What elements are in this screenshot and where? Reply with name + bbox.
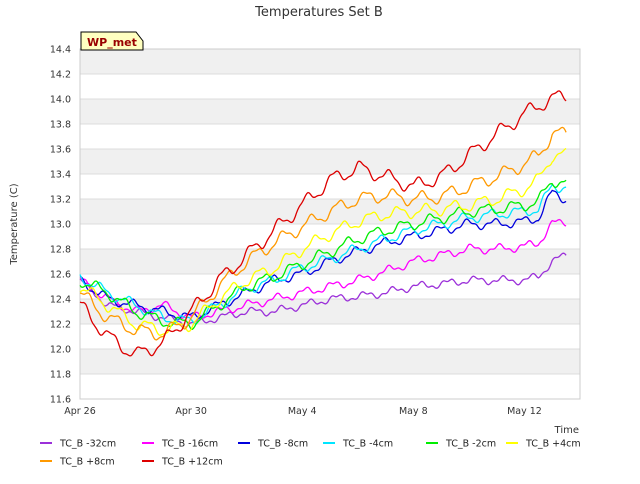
grid-bands [79, 48, 581, 400]
x-axis: Apr 26 Apr 30 May 4 May 8 May 12 [64, 406, 542, 417]
series-line [79, 179, 567, 330]
x-tick-label: May 4 [288, 406, 317, 417]
chart-title: Temperatures Set B [254, 5, 383, 20]
y-tick-label: 12.2 [50, 320, 71, 331]
legend-label: TC_B +12cm [161, 457, 223, 468]
y-axis-label: Temperature (C) [9, 183, 20, 265]
x-tick-label: Apr 26 [64, 406, 96, 417]
grid-band [80, 49, 580, 74]
series-line [79, 90, 567, 357]
x-tick-label: Apr 30 [175, 406, 207, 417]
y-tick-label: 14.0 [50, 95, 71, 106]
legend-label: TC_B -4cm [342, 439, 393, 450]
grid-band [80, 74, 580, 99]
x-tick-label: May 12 [507, 406, 542, 417]
y-tick-label: 14.2 [50, 70, 71, 81]
legend-label: TC_B -8cm [257, 439, 308, 450]
grid-band [80, 149, 580, 174]
legend-label: TC_B -2cm [445, 439, 496, 450]
y-tick-label: 13.0 [50, 220, 71, 231]
legend-label: TC_B -32cm [59, 439, 116, 450]
grid-band [80, 174, 580, 199]
x-tick-label: May 8 [399, 406, 428, 417]
legend-label: TC_B +4cm [525, 439, 581, 450]
grid-band [80, 99, 580, 124]
series-line [79, 218, 567, 320]
y-tick-label: 11.8 [50, 370, 71, 381]
series-line [79, 183, 567, 325]
legend-label: TC_B +8cm [59, 457, 115, 468]
y-tick-label: 14.4 [50, 45, 71, 56]
y-tick-label: 11.6 [50, 395, 71, 406]
legend-label: TC_B -16cm [161, 439, 218, 450]
y-tick-label: 12.0 [50, 345, 71, 356]
y-tick-label: 13.8 [50, 120, 71, 131]
y-tick-label: 13.4 [50, 170, 71, 181]
annotation-box: WP_met [80, 31, 144, 51]
series-line [79, 189, 567, 321]
y-tick-label: 13.6 [50, 145, 71, 156]
y-tick-label: 12.4 [50, 295, 71, 306]
annotation-box-shape [80, 31, 144, 51]
annotation-text: WP_met [87, 36, 137, 49]
grid-band [80, 249, 580, 274]
y-tick-label: 12.8 [50, 245, 71, 256]
grid-band [80, 124, 580, 149]
grid-band [80, 374, 580, 399]
x-axis-label: Time [554, 425, 579, 436]
grid-band [80, 224, 580, 249]
legend: TC_B -32cm TC_B -16cm TC_B -8cm TC_B -4cm TC… [40, 439, 581, 468]
y-axis: 11.6 11.8 12.0 12.2 12.4 12.6 12.8 13.0 13.2 13.4… [50, 45, 71, 406]
grid-band [80, 274, 580, 299]
y-tick-label: 13.2 [50, 195, 71, 206]
series-line [79, 252, 567, 328]
grid-band [80, 349, 580, 374]
plot-border [79, 48, 581, 400]
series-line [79, 147, 567, 336]
series-lines [79, 90, 567, 357]
y-tick-label: 12.6 [50, 270, 71, 281]
series-line [79, 126, 567, 341]
